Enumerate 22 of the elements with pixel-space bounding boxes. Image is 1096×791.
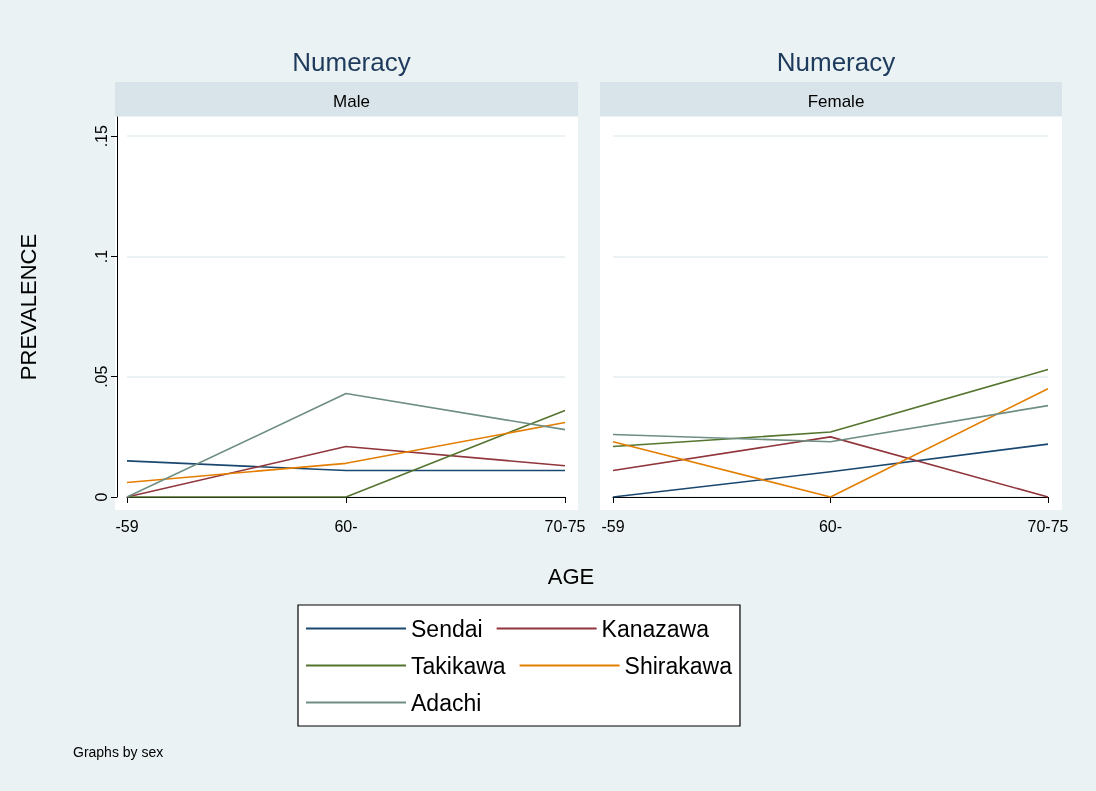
y-axis-title: PREVALENCE xyxy=(15,233,41,381)
legend-label: Kanazawa xyxy=(601,615,710,642)
x-tick-label: 70-75 xyxy=(1027,517,1069,535)
chart-subtitle: Male xyxy=(333,92,370,111)
x-tick-label: 70-75 xyxy=(544,517,586,535)
chart-title: Numeracy xyxy=(776,47,896,77)
legend-label: Shirakawa xyxy=(624,652,733,679)
x-tick-label: -59 xyxy=(601,517,625,535)
chart-title: Numeracy xyxy=(292,47,411,77)
legend-label: Takikawa xyxy=(411,652,506,679)
chart-subtitle: Female xyxy=(807,92,865,111)
text: Graphs by sex xyxy=(73,744,164,760)
y-tick-label: 0 xyxy=(92,492,110,502)
y-tick-label: .1 xyxy=(92,249,110,264)
legend-label: Sendai xyxy=(411,615,483,642)
x-tick-label: 60- xyxy=(818,517,843,535)
y-tick-label: .15 xyxy=(92,125,110,148)
x-tick-label: 60- xyxy=(334,517,358,535)
x-axis-title: AGE xyxy=(547,563,595,589)
y-tick-label: .05 xyxy=(92,365,110,388)
x-tick-label: -59 xyxy=(115,517,139,535)
legend-label: Adachi xyxy=(411,689,482,716)
